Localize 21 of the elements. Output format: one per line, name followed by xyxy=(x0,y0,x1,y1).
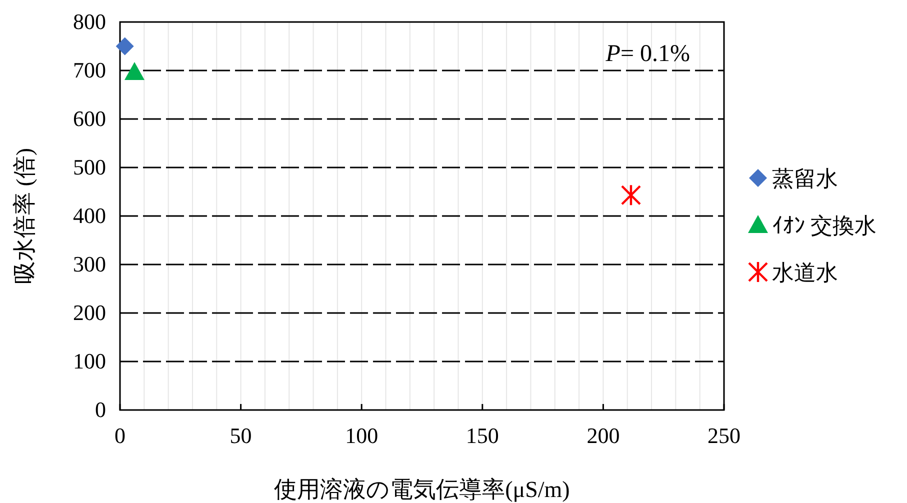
y-tick-label: 300 xyxy=(73,252,106,276)
y-tick-label: 700 xyxy=(73,58,106,82)
y-tick-label: 800 xyxy=(73,9,106,34)
x-tick-label: 250 xyxy=(708,423,740,448)
x-tick-label: 100 xyxy=(345,423,378,448)
y-tick-label: 200 xyxy=(73,300,106,325)
annotation: P= 0.1% xyxy=(604,41,690,67)
legend-label: 水道水 xyxy=(772,260,838,285)
x-tick-label: 150 xyxy=(466,423,499,448)
x-tick-label: 0 xyxy=(114,423,126,448)
y-tick-label: 500 xyxy=(73,154,106,180)
y-axis-title: 吸水倍率 (倍) xyxy=(12,148,37,284)
y-tick-label: 0 xyxy=(95,397,106,422)
legend-label: ｲｵﾝ 交換水 xyxy=(772,213,876,238)
x-tick-label: 200 xyxy=(586,423,620,448)
y-tick-label: 100 xyxy=(73,348,106,374)
y-tick-label: 600 xyxy=(73,106,106,131)
x-tick-label: 50 xyxy=(230,423,252,448)
x-axis-title: 使用溶液の電気伝導率(μS/m) xyxy=(274,477,570,502)
y-tick-label: 400 xyxy=(73,203,106,228)
legend-label: 蒸留水 xyxy=(772,166,838,191)
